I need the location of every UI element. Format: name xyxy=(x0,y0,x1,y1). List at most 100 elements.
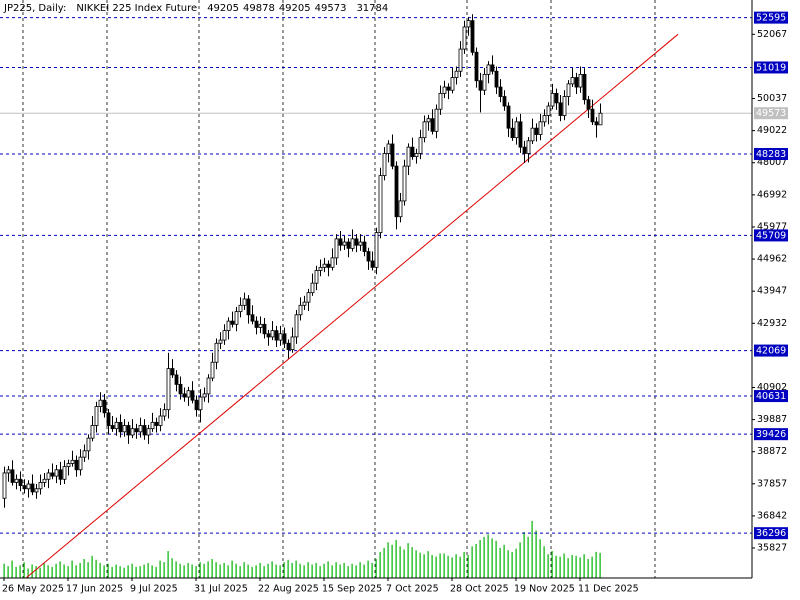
candle-body xyxy=(26,483,31,490)
volume-bar xyxy=(415,550,417,578)
current-price-label: 49573 xyxy=(756,108,786,119)
candle-body xyxy=(498,86,503,97)
volume-bar xyxy=(539,539,541,578)
x-tick-label: 19 Nov 2025 xyxy=(514,584,575,595)
volume-bar xyxy=(259,562,261,578)
y-tick-label: 45977 xyxy=(757,221,787,232)
candle-body xyxy=(270,330,275,338)
level-label: 39426 xyxy=(756,429,786,440)
volume-bar xyxy=(43,562,45,578)
candle-body xyxy=(78,456,83,471)
volume-bar xyxy=(267,563,269,578)
volume-bar xyxy=(579,557,581,578)
x-tick-label: 11 Dec 2025 xyxy=(578,584,639,595)
candle-body xyxy=(390,143,395,167)
volume-bar xyxy=(211,559,213,578)
candle-body xyxy=(426,118,431,123)
candle-body xyxy=(138,425,143,433)
volume-bar xyxy=(239,566,241,578)
candle-body xyxy=(354,238,359,246)
candle-body xyxy=(434,108,439,132)
volume-bar xyxy=(467,555,469,578)
candle-body xyxy=(474,51,479,82)
level-label: 40631 xyxy=(756,391,786,402)
candle-body xyxy=(582,73,587,101)
volume-bar xyxy=(279,565,281,578)
candle-body xyxy=(314,270,319,284)
candle-body xyxy=(518,121,523,148)
volume-bar xyxy=(339,564,341,578)
volume-bar xyxy=(143,564,145,578)
candle-body xyxy=(442,86,447,94)
candle-body xyxy=(450,77,455,91)
candle-body xyxy=(494,70,499,88)
volume-bar xyxy=(471,546,473,578)
candle-body xyxy=(318,266,323,271)
volume-bar xyxy=(423,554,425,578)
volume-bar xyxy=(183,565,185,578)
candle-body xyxy=(386,143,391,154)
volume-bar xyxy=(435,556,437,578)
volume-bar xyxy=(191,564,193,578)
volume-bar xyxy=(231,560,233,578)
volume-bar xyxy=(71,560,73,578)
volume-bar xyxy=(75,565,77,578)
candle-body xyxy=(418,137,423,154)
candle-body xyxy=(334,238,339,259)
candle-body xyxy=(438,92,443,110)
candle-body xyxy=(158,415,163,426)
volume-bar xyxy=(551,551,553,578)
candle-body xyxy=(126,425,131,436)
volume-bar xyxy=(111,566,113,578)
volume-bar xyxy=(87,562,89,578)
volume-bar xyxy=(527,536,529,578)
candle-body xyxy=(118,421,123,433)
volume-bar xyxy=(351,563,353,578)
y-tick-label: 40902 xyxy=(757,382,787,393)
candle-body xyxy=(346,241,351,249)
volume-bar xyxy=(535,530,537,578)
volume-bar xyxy=(151,565,153,578)
volume-bar xyxy=(583,554,585,578)
volume-bar xyxy=(495,540,497,578)
candle-body xyxy=(98,399,103,407)
volume-bar xyxy=(511,551,513,578)
volume-bar xyxy=(323,563,325,578)
volume-bar xyxy=(559,556,561,578)
candle-body xyxy=(190,390,195,401)
volume-bar xyxy=(347,566,349,578)
candle-body xyxy=(366,251,371,262)
volume-bar xyxy=(175,561,177,578)
volume-bar xyxy=(31,564,33,578)
volume-bar xyxy=(243,562,245,578)
candle-body xyxy=(578,73,583,88)
volume-bar xyxy=(599,552,601,578)
candle-body xyxy=(106,412,111,426)
volume-bar xyxy=(455,554,457,578)
x-tick-label: 9 Jul 2025 xyxy=(130,584,178,595)
volume-bar xyxy=(519,542,521,578)
candle-body xyxy=(18,478,23,487)
volume-bar xyxy=(299,563,301,578)
candle-body xyxy=(266,333,271,338)
candle-body xyxy=(142,425,147,436)
candle-body xyxy=(54,469,59,477)
candle-body xyxy=(82,450,87,458)
candle-body xyxy=(94,406,99,426)
chart-header: JP225, Daily: NIKKEI 225 Index Future 4920… xyxy=(4,3,392,14)
volume-bar xyxy=(7,566,9,578)
y-tick-label: 44962 xyxy=(757,254,787,265)
level-label-box xyxy=(754,390,788,403)
volume-bar xyxy=(419,552,421,578)
candle-body xyxy=(6,469,11,474)
candle-body xyxy=(194,399,199,411)
candle-body xyxy=(430,118,435,132)
volume-bar xyxy=(35,566,37,578)
volume-bar xyxy=(427,551,429,578)
candle-body xyxy=(146,428,151,436)
candle-body xyxy=(74,459,79,471)
volume-bar xyxy=(483,536,485,578)
candle-body xyxy=(90,425,95,439)
volume-bar xyxy=(431,555,433,578)
volume-bar xyxy=(447,555,449,578)
